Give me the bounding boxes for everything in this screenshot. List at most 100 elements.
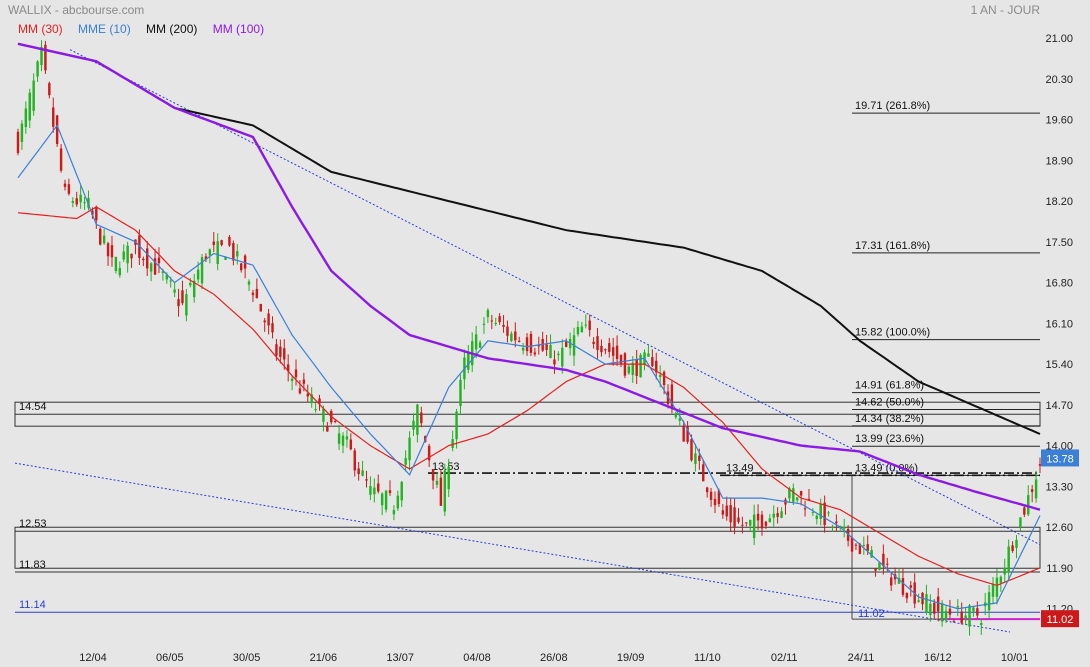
candle-body [807,498,811,501]
candle-body [854,544,858,546]
ma200-line [17,42,1041,435]
candle-body [553,359,556,365]
candle-body [208,249,212,256]
candle-body [185,294,188,316]
candle-body [196,269,200,280]
candle-body [24,108,28,128]
candle-body [944,610,948,621]
candle-body [283,348,286,360]
candle-body [365,479,368,481]
candle-body [28,92,31,121]
fib-level-label: 14.62 (50.0%) [855,397,924,409]
candle-body [361,470,364,476]
candle-body [709,491,713,500]
candle-body [306,393,309,397]
x-tick-label: 11/10 [694,652,721,664]
candle-body [933,602,936,614]
candle-body [1007,546,1010,573]
candle-body [243,255,247,269]
candle-body [420,412,423,424]
candle-body [146,248,149,269]
candle-body [353,450,356,471]
legend-mm200: MM (200) [146,22,198,36]
candle-body [549,344,552,358]
candle-body [380,493,384,506]
candle-body [1034,479,1038,499]
candle-body [835,521,838,524]
candle-body [71,201,75,203]
candle-body [427,445,431,461]
candle-body [435,480,439,485]
candle-body [126,245,129,264]
candle-body [149,263,153,272]
candle-body [294,369,298,378]
candle-body [882,553,885,566]
candle-body [905,592,909,599]
candle-body [377,483,380,492]
candle-body [561,347,564,367]
candle-body [388,490,392,493]
candle-body [823,502,826,526]
candle-body [255,288,259,298]
candle-body [799,491,803,496]
candle-body [142,258,145,261]
candle-body [259,303,262,312]
candle-body [995,577,999,597]
candle-body [59,148,63,171]
candle-body [756,513,760,521]
candle-body [729,505,732,523]
candle-body [889,577,893,586]
candle-body [721,510,725,515]
candle-body [220,240,223,246]
candle-body [455,411,458,440]
candle-body [776,513,779,517]
candle-body [874,568,877,571]
candle-body [267,313,270,326]
candle-body [796,497,799,501]
candle-body [772,513,775,518]
candle-body [396,495,400,509]
candle-body [752,514,756,539]
candle-body [976,608,979,616]
candle-body [827,512,830,514]
y-tick-label: 21.00 [1045,33,1073,45]
candle-body [189,282,192,286]
candle-body [760,514,764,529]
candle-body [286,364,290,372]
candle-body [91,210,94,215]
candle-body [521,347,525,351]
candle-body [99,228,102,245]
candle-body [651,357,654,367]
candle-body [557,353,560,356]
candle-body [87,197,90,208]
candle-body [533,352,537,355]
x-tick-label: 30/05 [233,652,261,664]
candle-body [584,324,587,326]
candle-body [917,600,920,602]
candle-body [275,344,278,356]
fib-level-label: 17.31 (161.8%) [855,240,930,252]
candle-body [972,607,975,612]
candle-body [745,522,748,524]
x-tick-label: 19/09 [617,652,645,664]
candle-body [525,337,529,352]
candle-body [991,583,995,597]
candle-body [514,331,517,341]
candle-body [110,245,114,258]
candle-body [369,486,372,495]
symbol-text: WALLIX [8,3,52,17]
candle-body [467,352,470,370]
candle-body [52,107,55,127]
candle-body [326,426,329,432]
candle-body [263,320,266,323]
candle-body [764,521,768,526]
x-tick-label: 26/08 [540,652,568,664]
candle-body [897,577,901,584]
candle-body [639,354,642,378]
y-tick-label: 14.70 [1045,400,1073,412]
candle-body [850,537,854,552]
candle-body [228,236,231,246]
candle-body [55,115,59,144]
candle-body [490,320,494,322]
